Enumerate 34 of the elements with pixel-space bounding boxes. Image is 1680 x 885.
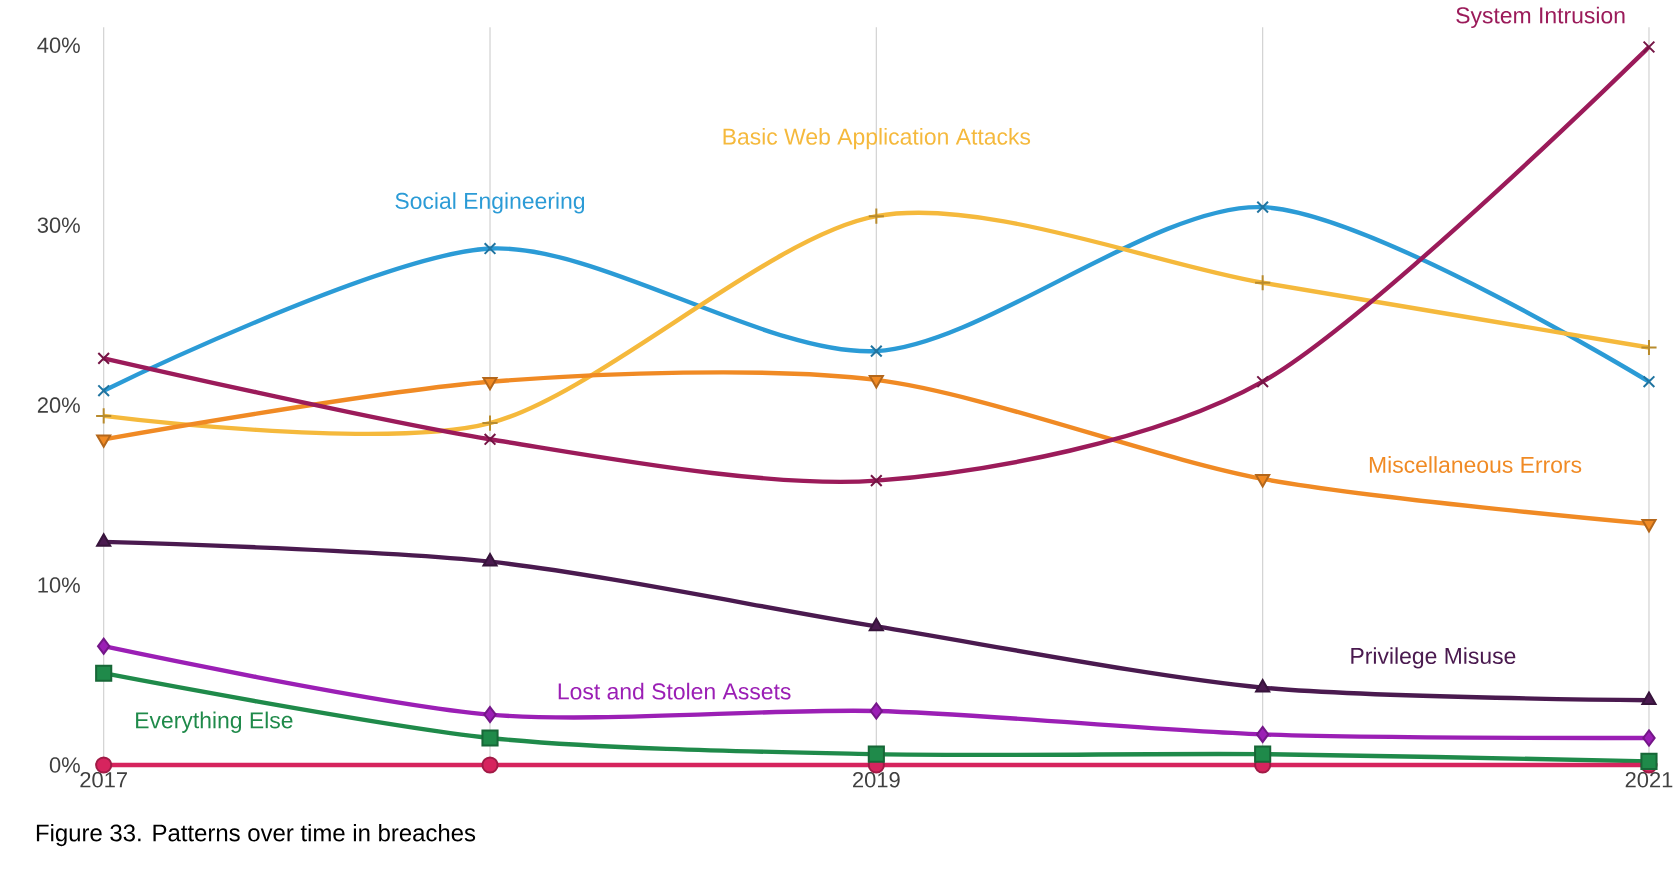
y-tick-label: 10% (38, 577, 80, 593)
y-tick-label: 0% (49, 757, 80, 773)
series-label: Miscellaneous Errors (1369, 456, 1582, 474)
point (1254, 745, 1272, 763)
point (483, 433, 497, 446)
y-tick-label: 30% (37, 217, 80, 234)
point (483, 706, 497, 724)
text: Basic Web Application Attacks (723, 128, 1031, 150)
series-label: Privilege Misuse (1351, 647, 1516, 669)
series-label: Social Engineering (395, 192, 585, 214)
point (481, 756, 499, 774)
x-tick-label: 2017 (80, 772, 127, 788)
point (95, 664, 113, 682)
point (1256, 375, 1270, 389)
point (96, 533, 112, 547)
point (481, 729, 499, 747)
point (867, 745, 885, 763)
point (97, 637, 111, 655)
point (1255, 679, 1271, 693)
point (1640, 752, 1658, 771)
point (868, 618, 884, 632)
point (869, 702, 884, 720)
point (482, 553, 498, 567)
point (869, 474, 883, 488)
y-tick-label: 40% (37, 37, 80, 54)
series-label: System Intrusion (1456, 6, 1625, 29)
series-label: Everything Else (136, 711, 293, 734)
y-tick-label: 20% (37, 397, 80, 414)
series-label: Lost and Stolen Assets (558, 682, 791, 700)
x-tick-label: 2021 (1625, 772, 1673, 788)
text: Figure 33. Patterns over time in breaches (36, 824, 476, 847)
point (1255, 725, 1270, 744)
x-tick-label: 2019 (853, 772, 900, 788)
point (1642, 40, 1656, 54)
